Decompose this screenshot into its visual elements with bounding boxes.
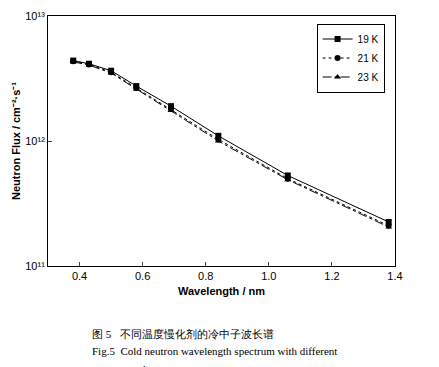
svg-text:0.8: 0.8: [198, 270, 213, 282]
svg-text:Fig.5 Cold neutron wavelength: Fig.5 Cold neutron wavelength spectrum w…: [92, 345, 337, 357]
svg-text:1.4: 1.4: [387, 270, 402, 282]
svg-text:0.4: 0.4: [72, 270, 87, 282]
svg-text:Neutron Flux / cm⁻²·s⁻¹: Neutron Flux / cm⁻²·s⁻¹: [10, 82, 22, 200]
svg-text:0.6: 0.6: [135, 270, 150, 282]
svg-text:10¹²: 10¹²: [25, 135, 45, 147]
svg-text:10¹¹: 10¹¹: [25, 260, 45, 272]
svg-text:23 K: 23 K: [358, 72, 379, 83]
svg-text:Wavelength / nm: Wavelength / nm: [178, 285, 265, 297]
svg-text:1.2: 1.2: [324, 270, 339, 282]
svg-text:1.0: 1.0: [261, 270, 276, 282]
svg-text:21 K: 21 K: [358, 53, 379, 64]
svg-text:19 K: 19 K: [358, 34, 379, 45]
svg-text:图 5 不同温度慢化剂的冷中子波长谱: 图 5 不同温度慢化剂的冷中子波长谱: [92, 328, 274, 340]
svg-text:moderator temperature.: moderator temperature.: [126, 363, 229, 367]
svg-text:10¹³: 10¹³: [25, 10, 45, 22]
